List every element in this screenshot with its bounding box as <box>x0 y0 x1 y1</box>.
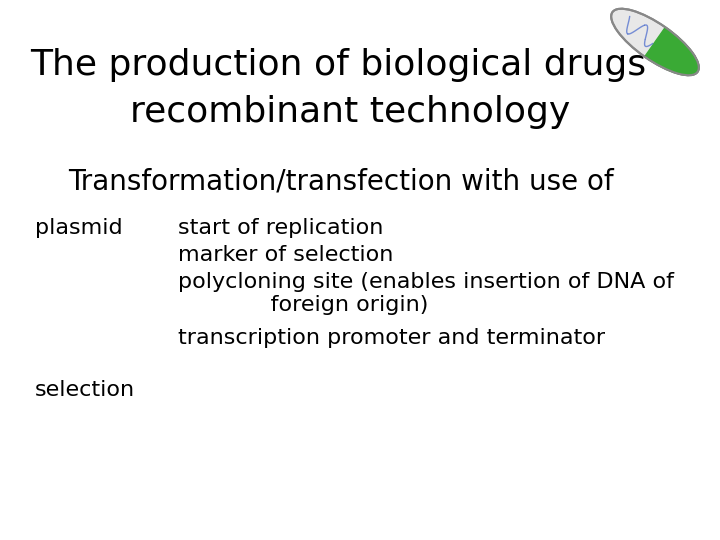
Text: plasmid: plasmid <box>35 218 122 238</box>
Text: polycloning site (enables insertion of DNA of
             foreign origin): polycloning site (enables insertion of D… <box>178 272 674 315</box>
Text: start of replication: start of replication <box>178 218 383 238</box>
Text: transcription promoter and terminator: transcription promoter and terminator <box>178 328 605 348</box>
Text: Transformation/transfection with use of: Transformation/transfection with use of <box>68 168 613 196</box>
Text: selection: selection <box>35 380 135 400</box>
Text: marker of selection: marker of selection <box>178 245 393 265</box>
Polygon shape <box>644 27 699 75</box>
Ellipse shape <box>611 9 699 75</box>
Text: recombinant technology: recombinant technology <box>130 95 570 129</box>
Text: The production of biological drugs -: The production of biological drugs - <box>30 48 670 82</box>
